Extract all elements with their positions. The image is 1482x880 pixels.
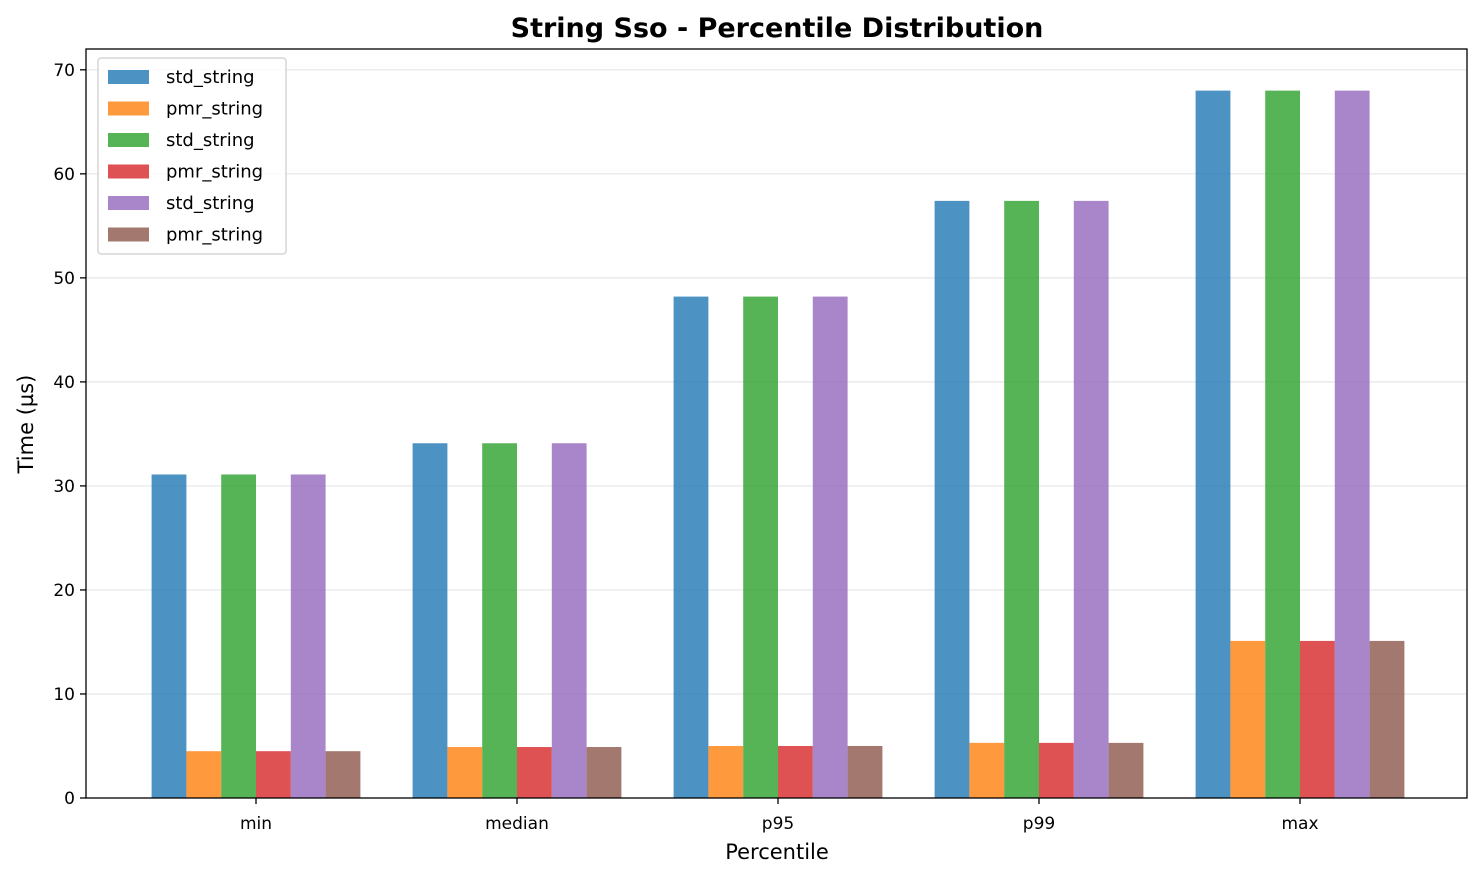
bar-std-string-p99 bbox=[934, 200, 970, 798]
bar-std-string-max bbox=[1334, 90, 1370, 799]
bar-pmr-string-p95 bbox=[778, 745, 813, 798]
x-tick-label: min bbox=[240, 814, 272, 834]
y-tick-label: 10 bbox=[53, 685, 75, 705]
y-tick-label: 60 bbox=[53, 165, 75, 185]
x-tick-label: p95 bbox=[762, 814, 794, 834]
bar-pmr-string-median bbox=[517, 747, 552, 798]
bar-pmr-string-min bbox=[325, 751, 361, 798]
legend-label: std_string bbox=[166, 67, 255, 88]
bar-std-string-max bbox=[1265, 90, 1300, 799]
legend-label: pmr_string bbox=[166, 162, 263, 183]
bar-std-string-min bbox=[290, 474, 326, 798]
y-tick-label: 30 bbox=[53, 477, 75, 497]
bar-pmr-string-min bbox=[186, 751, 222, 798]
bar-pmr-string-median bbox=[447, 747, 483, 798]
bar-std-string-p95 bbox=[743, 296, 778, 798]
bar-std-string-median bbox=[482, 443, 517, 798]
bar-std-string-max bbox=[1195, 90, 1231, 799]
bars bbox=[151, 90, 1405, 799]
bar-pmr-string-p99 bbox=[969, 742, 1005, 798]
bar-std-string-min bbox=[221, 474, 256, 798]
bar-std-string-median bbox=[551, 443, 587, 798]
y-tick-label: 70 bbox=[53, 61, 75, 81]
bar-pmr-string-max bbox=[1230, 640, 1266, 798]
legend-swatch bbox=[108, 196, 149, 210]
x-axis-label: Percentile bbox=[725, 840, 829, 864]
bar-pmr-string-min bbox=[256, 751, 291, 798]
y-axis-ticks: 0 10 20 30 40 50 60 70 bbox=[53, 61, 86, 809]
bar-std-string-p95 bbox=[673, 296, 709, 798]
legend-label: pmr_string bbox=[166, 225, 263, 246]
plot-frame bbox=[85, 48, 1468, 799]
x-tick-label: p99 bbox=[1023, 814, 1055, 834]
legend-label: pmr_string bbox=[166, 99, 263, 120]
legend-swatch bbox=[108, 133, 149, 147]
bar-pmr-string-median bbox=[586, 747, 622, 798]
legend: std_string pmr_string std_string pmr_string… bbox=[97, 57, 287, 255]
y-tick-label: 0 bbox=[64, 789, 75, 809]
bar-pmr-string-p95 bbox=[708, 745, 744, 798]
x-tick-label: median bbox=[485, 814, 549, 834]
legend-swatch bbox=[108, 70, 149, 84]
bar-std-string-min bbox=[151, 474, 187, 798]
x-tick-label: max bbox=[1281, 814, 1318, 834]
legend-label: std_string bbox=[166, 130, 255, 151]
legend-swatch bbox=[108, 227, 149, 242]
bar-pmr-string-p99 bbox=[1039, 742, 1074, 798]
legend-swatch bbox=[108, 101, 149, 116]
bar-pmr-string-max bbox=[1300, 640, 1335, 798]
y-tick-label: 20 bbox=[53, 581, 75, 601]
chart-title: String Sso - Percentile Distribution bbox=[511, 13, 1044, 44]
y-tick-label: 50 bbox=[53, 269, 75, 289]
bar-std-string-median bbox=[412, 443, 448, 798]
y-axis-label: Time (µs) bbox=[14, 375, 38, 475]
bar-pmr-string-p95 bbox=[847, 745, 883, 798]
bar-pmr-string-p99 bbox=[1108, 742, 1144, 798]
bar-std-string-p99 bbox=[1004, 200, 1039, 798]
legend-swatch bbox=[108, 164, 149, 179]
x-axis-ticks: min median p95 p99 max bbox=[240, 798, 1319, 834]
bar-std-string-p99 bbox=[1073, 200, 1109, 798]
bar-pmr-string-max bbox=[1369, 640, 1405, 798]
y-tick-label: 40 bbox=[53, 373, 75, 393]
legend-label: std_string bbox=[166, 193, 255, 214]
bar-std-string-p95 bbox=[812, 296, 848, 798]
